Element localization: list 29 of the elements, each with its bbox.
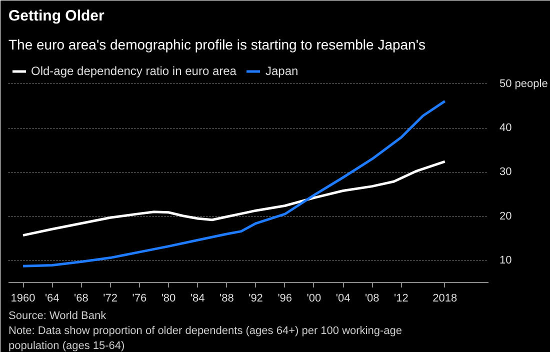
chart-subtitle: The euro area's demographic profile is starting to resemble Japan's	[8, 36, 426, 52]
x-tick-label: '92	[248, 292, 263, 304]
x-tick-label: '80	[161, 292, 176, 304]
text: Note: Data show proportion of older dependents (ages 64+) per 100 working-age	[8, 325, 402, 337]
line-series	[22, 100, 446, 268]
x-tick-label: 2018	[432, 292, 458, 304]
y-tick-label: 40	[500, 122, 512, 134]
x-tick-label: '08	[364, 292, 380, 304]
line-series	[22, 160, 446, 237]
x-tick-label: '72	[103, 292, 118, 304]
x-tick-label: '96	[278, 292, 292, 304]
source-note: Source: World Bank	[8, 310, 107, 322]
y-tick-label: 30	[500, 166, 512, 178]
x-tick-label: '00	[306, 292, 322, 304]
text: population (ages 15-64)	[8, 340, 125, 352]
x-tick-label: '12	[394, 292, 408, 304]
y-tick-label: 50 people	[500, 78, 548, 90]
x-tick-label: '84	[190, 292, 205, 304]
legend-label: Old-age dependency ratio in euro area	[31, 64, 236, 78]
x-tick-label: '04	[336, 292, 350, 304]
x-tick-label: '68	[74, 292, 88, 304]
x-tick-label: 1960	[10, 292, 36, 304]
y-tick-label: 10	[500, 254, 512, 266]
x-tick-label: '64	[44, 292, 60, 304]
legend-label: Japan	[265, 64, 298, 78]
x-tick-label: '88	[220, 292, 234, 304]
y-tick-label: 20	[500, 210, 512, 222]
chart-title: Getting Older	[8, 8, 104, 24]
x-tick-label: '76	[132, 292, 147, 304]
